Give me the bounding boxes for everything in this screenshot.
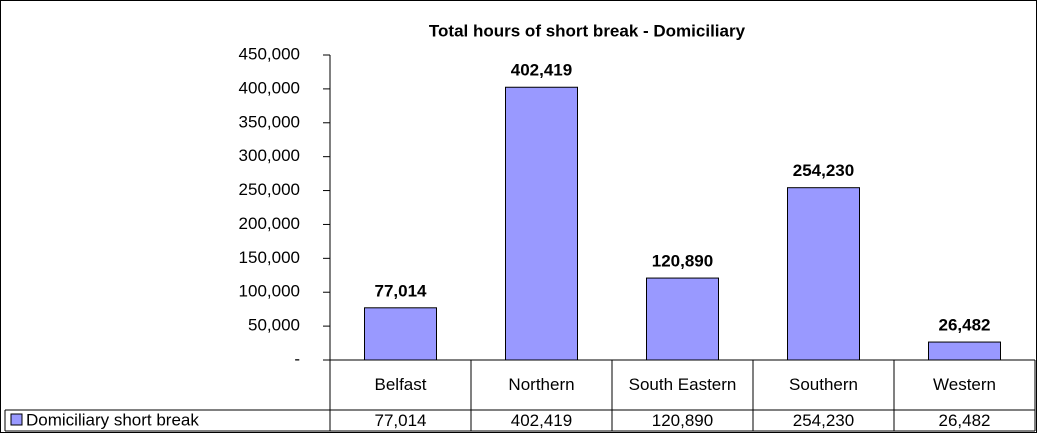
y-tick-label: 50,000	[248, 316, 300, 335]
chart-title: Total hours of short break - Domiciliary	[429, 21, 746, 40]
bar	[364, 307, 437, 361]
data-label: 254,230	[793, 161, 854, 180]
bar	[787, 187, 860, 361]
y-tick-label: 350,000	[239, 112, 300, 131]
table-value: 402,419	[510, 410, 573, 430]
category-label: Western	[933, 375, 996, 394]
data-label: 77,014	[375, 281, 428, 300]
legend-label: Domiciliary short break	[26, 410, 199, 429]
category-label: Southern	[789, 375, 858, 394]
category-label: Belfast	[374, 375, 427, 394]
category-label: South Eastern	[628, 375, 737, 394]
table-value-box: 26,482	[938, 410, 991, 430]
y-tick-label: 250,000	[239, 180, 300, 199]
y-tick-label: 100,000	[239, 282, 300, 301]
category-label-box: Western	[933, 375, 996, 394]
category-label-box: Southern	[789, 375, 858, 394]
y-tick-label: -	[294, 349, 300, 368]
data-label: 26,482	[939, 316, 991, 335]
category-label-box: Northern	[508, 375, 575, 394]
table-value: 254,230	[792, 410, 855, 430]
legend-key	[10, 413, 23, 426]
y-tick-label: 150,000	[239, 248, 300, 267]
bar	[928, 341, 1001, 361]
table-value-box: 254,230	[792, 410, 855, 430]
data-label: 120,890	[652, 252, 713, 271]
table-value-box: 120,890	[651, 410, 714, 430]
category-label-box: Belfast	[374, 375, 427, 394]
table-value: 26,482	[938, 410, 991, 430]
table-value-box: 77,014	[374, 410, 427, 430]
bar	[505, 86, 578, 361]
y-tick-label: 450,000	[239, 44, 300, 63]
y-tick-label: 300,000	[239, 146, 300, 165]
y-tick-label: 400,000	[239, 78, 300, 97]
table-value: 77,014	[374, 410, 427, 430]
data-label: 402,419	[511, 61, 572, 80]
table-value-box: 402,419	[510, 410, 573, 430]
category-label-box: South Eastern	[628, 375, 737, 394]
category-label: Northern	[508, 375, 575, 394]
table-value: 120,890	[651, 410, 714, 430]
bar	[646, 277, 719, 361]
y-tick-label: 200,000	[239, 214, 300, 233]
